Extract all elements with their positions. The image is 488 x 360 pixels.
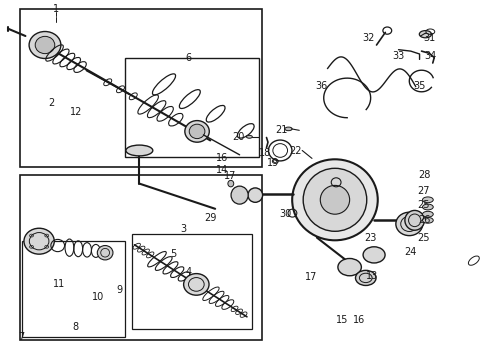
Text: 16: 16 [215,153,228,163]
Text: 13: 13 [365,271,377,282]
Bar [132,234,251,329]
Bar [22,241,124,337]
Ellipse shape [422,197,432,203]
Text: 14: 14 [216,165,228,175]
Text: 2: 2 [48,98,54,108]
Text: 8: 8 [73,321,79,332]
Text: 28: 28 [417,170,429,180]
Ellipse shape [246,135,252,138]
Text: 23: 23 [364,233,376,243]
Text: 20: 20 [231,132,244,142]
Bar [124,58,259,157]
Ellipse shape [395,212,422,236]
Bar [20,175,261,340]
Ellipse shape [422,217,432,223]
Ellipse shape [184,121,209,142]
Text: 29: 29 [203,213,216,223]
Ellipse shape [24,228,54,254]
Ellipse shape [284,127,291,131]
Ellipse shape [189,124,204,139]
Ellipse shape [337,258,361,276]
Text: 30: 30 [279,209,291,219]
Ellipse shape [29,32,61,59]
Ellipse shape [227,180,233,187]
Text: 18: 18 [258,148,271,158]
Text: 11: 11 [52,279,65,289]
Ellipse shape [303,168,366,231]
Text: 3: 3 [180,224,186,234]
Text: 33: 33 [391,51,404,61]
Text: 24: 24 [404,247,416,257]
Ellipse shape [97,246,113,260]
Text: 1: 1 [53,4,59,14]
Text: 7: 7 [18,332,24,342]
Ellipse shape [355,270,375,285]
Ellipse shape [422,211,432,217]
Text: 27: 27 [417,186,429,196]
Text: 32: 32 [362,33,374,43]
Ellipse shape [35,36,55,54]
Text: 36: 36 [314,81,327,91]
Text: 4: 4 [185,267,191,277]
Text: 25: 25 [417,200,429,210]
Text: 26: 26 [417,215,429,225]
Text: 5: 5 [170,249,176,259]
Ellipse shape [126,145,152,156]
Text: 15: 15 [335,315,348,325]
Text: 17: 17 [224,171,236,181]
Ellipse shape [230,186,247,204]
Ellipse shape [404,210,424,230]
Text: 21: 21 [274,125,287,135]
Ellipse shape [362,247,385,263]
Text: 31: 31 [422,33,435,43]
Ellipse shape [422,204,432,210]
Text: 16: 16 [352,315,365,325]
Ellipse shape [247,188,262,202]
Ellipse shape [418,31,431,38]
Ellipse shape [292,159,377,240]
Text: 12: 12 [69,107,82,117]
Text: 35: 35 [412,81,425,91]
Text: 10: 10 [91,292,104,302]
Text: 25: 25 [417,233,429,243]
Ellipse shape [320,185,349,214]
Text: 19: 19 [266,158,279,168]
Text: 17: 17 [304,272,317,282]
Text: 9: 9 [117,285,122,295]
Ellipse shape [183,274,209,295]
Bar [20,9,261,167]
Text: 6: 6 [185,53,191,63]
Text: 34: 34 [423,51,436,61]
Text: 22: 22 [288,146,301,156]
